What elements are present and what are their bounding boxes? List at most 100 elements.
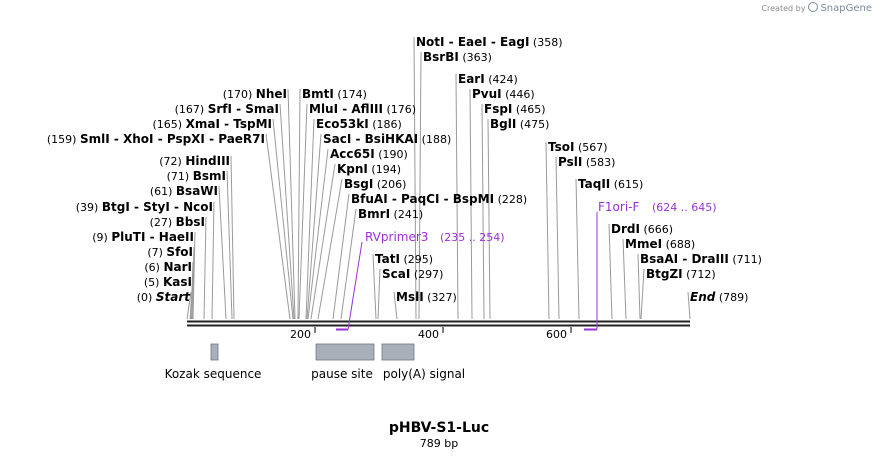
feature-label-polya-signal: poly(A) signal — [383, 367, 465, 381]
site-position: (295) — [403, 253, 433, 266]
site-name: BsmI — [193, 169, 226, 183]
leader-line — [545, 141, 550, 320]
site-name: BmrI — [358, 207, 390, 221]
site-position: (7) — [147, 246, 163, 259]
site-name: Eco53kI — [316, 117, 369, 131]
leader-line — [608, 223, 613, 320]
site-label: (0) Start — [137, 290, 191, 304]
site-label: KpnI (194) — [337, 162, 401, 176]
site-position: (6) — [144, 261, 160, 274]
leader-line — [622, 238, 627, 320]
site-position: (358) — [533, 36, 563, 49]
site-position: (72) — [159, 155, 182, 168]
site-name: Start — [156, 290, 191, 304]
leader-line — [306, 133, 322, 320]
site-name: BsrBI — [423, 50, 459, 64]
site-label: FspI (465) — [484, 102, 546, 116]
site-name: NarI — [163, 260, 192, 274]
site-label: MmeI (688) — [625, 237, 695, 251]
site-name: BbsI — [176, 215, 205, 229]
site-name: ScaI — [382, 267, 410, 281]
site-position: (186) — [372, 118, 402, 131]
backbone — [187, 320, 690, 327]
site-name: KpnI — [337, 162, 368, 176]
feature-pause-site — [315, 343, 375, 361]
primer-range-f1ori-f: (624 .. 645) — [652, 201, 717, 214]
site-name: BglI — [490, 117, 516, 131]
site-name: NotI - EaeI - EagI — [416, 35, 529, 49]
feature-kozak-sequence — [210, 343, 219, 361]
site-label: (9) PluTI - HaeII — [92, 230, 194, 244]
leader-line — [340, 208, 357, 320]
site-name: MmeI — [625, 237, 662, 251]
leader-line — [310, 163, 336, 320]
leader-line — [487, 118, 491, 320]
site-name: TsoI — [548, 140, 574, 154]
site-position: (712) — [686, 268, 716, 281]
leader-line — [317, 178, 343, 320]
leader-line — [190, 261, 194, 320]
leader-line — [575, 178, 580, 320]
site-label: SacI - BsiHKAI (188) — [323, 132, 451, 146]
site-label: TatI (295) — [375, 252, 433, 266]
leader-line — [307, 148, 329, 320]
site-name: BfuAI - PaqCI - BspMI — [351, 192, 494, 206]
site-label: (39) BtgI - StyI - NcoI — [76, 200, 213, 214]
site-name: BsaWI — [176, 184, 218, 198]
primer-name-f1ori-f: F1ori-F — [598, 200, 639, 214]
site-name: DrdI — [611, 222, 640, 236]
site-name: BtgZI — [646, 267, 683, 281]
primer-name-rvprimer3: RVprimer3 — [365, 230, 428, 244]
site-position: (297) — [414, 268, 444, 281]
site-label: Eco53kI (186) — [316, 117, 402, 131]
primers: RVprimer3 (235 .. 254) F1ori-F (624 .. 6… — [336, 200, 717, 331]
site-position: (228) — [498, 193, 528, 206]
leader-line — [265, 133, 291, 320]
leader-line — [186, 291, 192, 320]
site-name: End — [690, 290, 716, 304]
leader-line — [287, 88, 296, 320]
site-position: (615) — [614, 178, 644, 191]
site-position: (27) — [150, 216, 173, 229]
leader-line — [332, 193, 350, 320]
site-position: (9) — [92, 231, 108, 244]
feature-polya-signal — [381, 343, 415, 361]
leader-line — [272, 118, 294, 320]
leader-line — [637, 253, 641, 320]
site-position: (71) — [167, 170, 190, 183]
leader-line — [393, 291, 398, 320]
site-name: BmtI — [302, 87, 334, 101]
site-label: PslI (583) — [558, 155, 615, 169]
feature-label-kozak-sequence: Kozak sequence — [165, 367, 262, 381]
leader-line — [211, 201, 215, 320]
leader-line — [418, 51, 422, 320]
leader-line — [297, 88, 301, 320]
site-label: BmtI (174) — [302, 87, 367, 101]
site-name: NheI — [256, 87, 287, 101]
site-position: (789) — [719, 291, 749, 304]
backbone-bottom-strand — [187, 324, 690, 327]
leader-line — [455, 73, 459, 320]
site-name: TaqII — [578, 177, 610, 191]
site-position: (711) — [732, 253, 762, 266]
site-name: Acc65I — [330, 147, 375, 161]
leader-line — [230, 155, 235, 320]
site-label: BsrBI (363) — [423, 50, 492, 64]
site-name: PluTI - HaeII — [111, 230, 194, 244]
site-label: (165) XmaI - TspMI — [153, 117, 272, 131]
snapgene-credit: Created by SnapGene — [761, 2, 872, 14]
site-label: BglI (475) — [490, 117, 549, 131]
site-label: MluI - AflIII (176) — [309, 102, 416, 116]
site-position: (0) — [137, 291, 153, 304]
site-label: (6) NarI — [144, 260, 192, 274]
plasmid-length: 789 bp — [419, 437, 459, 450]
site-label: NotI - EaeI - EagI (358) — [416, 35, 563, 49]
site-name: FspI — [484, 102, 512, 116]
leader-line — [555, 156, 560, 320]
leader-line — [305, 118, 315, 320]
leader-line — [298, 103, 308, 320]
site-name: TatI — [375, 252, 400, 266]
site-position: (475) — [520, 118, 550, 131]
site-label: ScaI (297) — [382, 267, 443, 281]
